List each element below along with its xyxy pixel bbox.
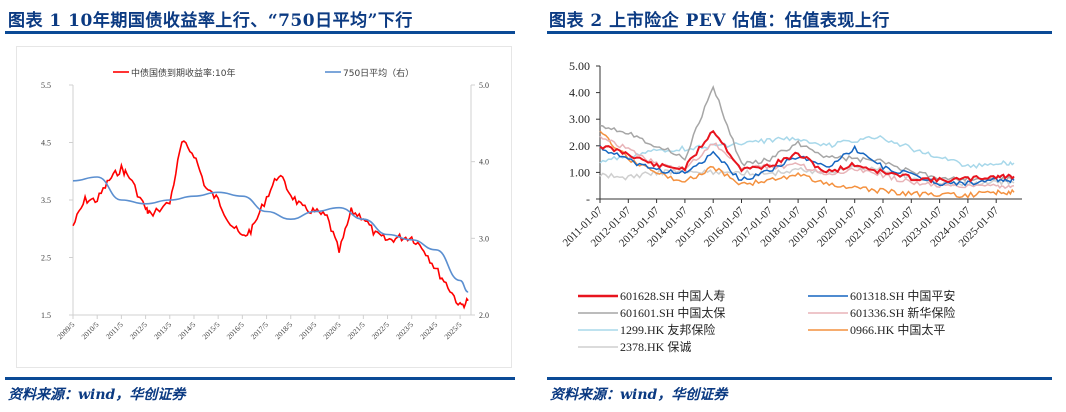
svg-text:3.5: 3.5 — [41, 196, 51, 205]
bond-yield-chart: 5.5 4.5 3.5 2.5 1.5 5.0 4.0 3.0 2.0 2009/5 2010/5 2… — [16, 46, 512, 368]
pev-valuation-chart: 5.00 4.00 3.00 2.00 1.00-2011-01-07 2012-01-0… — [558, 46, 1040, 366]
svg-text:3.0: 3.0 — [479, 234, 489, 243]
svg-text:2025/5: 2025/5 — [442, 320, 463, 341]
figure-2-source: 资料来源：wind，华创证券 — [550, 387, 728, 403]
svg-text:601628.SH 中国人寿: 601628.SH 中国人寿 — [620, 288, 725, 303]
svg-text:601336.SH 新华保险: 601336.SH 新华保险 — [850, 305, 955, 320]
svg-text:2009/5: 2009/5 — [55, 320, 76, 341]
svg-text:2011/5: 2011/5 — [104, 320, 125, 341]
svg-text:2020/5: 2020/5 — [321, 320, 342, 341]
svg-text:2022/5: 2022/5 — [370, 320, 391, 341]
source-divider — [547, 377, 1052, 380]
svg-text:4.5: 4.5 — [41, 139, 51, 148]
figure-2-panel: 图表 2 上市险企 PEV 估值：估值表现上行 5.00 4.00 3.00 2.00… — [533, 0, 1066, 412]
svg-text:5.0: 5.0 — [479, 81, 489, 90]
svg-text:2023/5: 2023/5 — [394, 320, 415, 341]
svg-text:1.00: 1.00 — [569, 165, 590, 179]
svg-text:2017/5: 2017/5 — [249, 320, 270, 341]
title-divider — [547, 31, 1052, 34]
title-divider — [5, 31, 515, 34]
svg-text:5.5: 5.5 — [41, 81, 51, 90]
svg-text:中债国债到期收益率:10年: 中债国债到期收益率:10年 — [131, 67, 236, 79]
svg-text:2019/5: 2019/5 — [297, 320, 318, 341]
svg-text:1.5: 1.5 — [41, 311, 51, 320]
svg-text:2013/5: 2013/5 — [152, 320, 173, 341]
svg-text:0966.HK 中国太平: 0966.HK 中国太平 — [850, 322, 945, 337]
svg-text:2010/5: 2010/5 — [80, 320, 101, 341]
svg-text:4.00: 4.00 — [569, 86, 590, 100]
svg-text:2.0: 2.0 — [479, 311, 489, 320]
source-divider — [5, 377, 515, 380]
figure-1-title: 图表 1 10年期国债收益率上行、“750日平均”下行 — [8, 11, 413, 31]
svg-text:5.00: 5.00 — [569, 59, 590, 73]
svg-text:2018/5: 2018/5 — [273, 320, 294, 341]
svg-text:4.0: 4.0 — [479, 158, 489, 167]
svg-text:2016/5: 2016/5 — [225, 320, 246, 341]
svg-text:2378.HK 保诚: 2378.HK 保诚 — [620, 340, 691, 354]
svg-text:2.00: 2.00 — [569, 139, 590, 153]
figure-1-panel: 图表 1 10年期国债收益率上行、“750日平均”下行 5.5 4.5 3.5 2.5… — [5, 11, 515, 403]
svg-text:2.5: 2.5 — [41, 254, 51, 263]
svg-text:2015/5: 2015/5 — [200, 320, 221, 341]
pev-valuation-chart-svg: 5.004.003.002.001.00-2011-01-072012-01-0… — [561, 59, 1022, 354]
figure-2-title: 图表 2 上市险企 PEV 估值：估值表现上行 — [549, 11, 890, 31]
svg-text:3.00: 3.00 — [569, 112, 590, 126]
svg-text:-: - — [586, 192, 590, 206]
svg-text:750日平均（右）: 750日平均（右） — [343, 67, 414, 79]
svg-text:1299.HK 友邦保险: 1299.HK 友邦保险 — [620, 322, 715, 337]
svg-text:601601.SH 中国太保: 601601.SH 中国太保 — [620, 305, 725, 320]
svg-text:2012/5: 2012/5 — [128, 320, 149, 341]
svg-text:2014/5: 2014/5 — [176, 320, 197, 341]
svg-text:2024/5: 2024/5 — [418, 320, 439, 341]
svg-text:601318.SH 中国平安: 601318.SH 中国平安 — [850, 288, 955, 303]
svg-text:2021/5: 2021/5 — [346, 320, 367, 341]
figure-1-source: 资料来源：wind，华创证券 — [8, 387, 186, 403]
